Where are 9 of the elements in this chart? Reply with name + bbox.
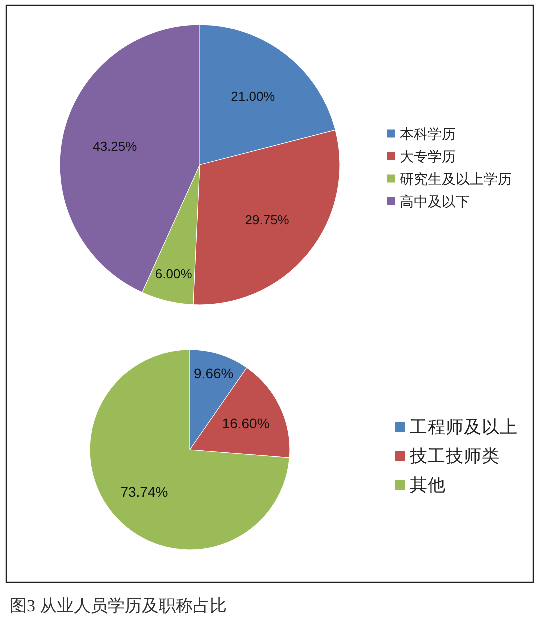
- caption: 图3 从业人员学历及职称占比: [10, 596, 227, 616]
- data-label: 29.75%: [245, 212, 290, 228]
- data-label: 9.66%: [194, 366, 234, 382]
- data-label: 43.25%: [93, 139, 138, 154]
- data-label: 73.74%: [120, 484, 168, 500]
- data-label: 16.60%: [222, 415, 270, 432]
- pie-slice: [90, 350, 290, 550]
- data-label: 21.00%: [231, 88, 276, 104]
- data-label: 6.00%: [155, 266, 193, 282]
